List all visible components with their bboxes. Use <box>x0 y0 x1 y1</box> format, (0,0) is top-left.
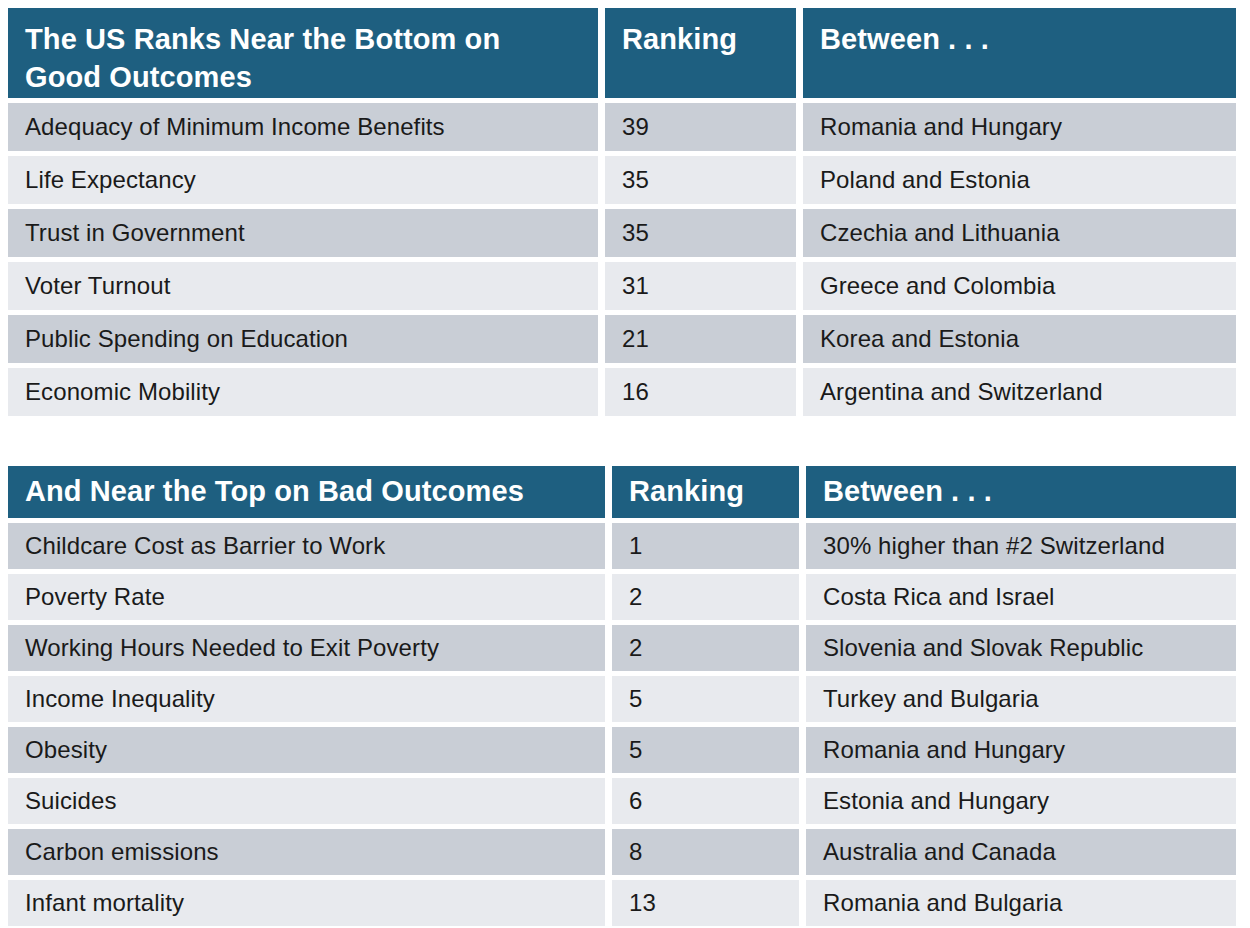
table-row: Voter Turnout31Greece and Colombia <box>8 262 1236 310</box>
ranking-cell: 35 <box>605 156 796 204</box>
table-row: Trust in Government35Czechia and Lithuan… <box>8 209 1236 257</box>
good-outcomes-title-line2: Good Outcomes <box>25 59 581 97</box>
table-row: Adequacy of Minimum Income Benefits39Rom… <box>8 103 1236 151</box>
between-cell: Slovenia and Slovak Republic <box>806 625 1236 671</box>
metric-cell: Voter Turnout <box>8 262 598 310</box>
metric-cell: Suicides <box>8 778 605 824</box>
metric-cell: Public Spending on Education <box>8 315 598 363</box>
metric-cell: Economic Mobility <box>8 368 598 416</box>
between-cell: Costa Rica and Israel <box>806 574 1236 620</box>
bad-outcomes-title-line1: And Near the Top on Bad Outcomes <box>25 473 588 511</box>
metric-cell: Working Hours Needed to Exit Poverty <box>8 625 605 671</box>
ranking-column-header: Ranking <box>605 8 796 98</box>
ranking-column-header: Ranking <box>612 466 799 518</box>
table-row: Carbon emissions8Australia and Canada <box>8 829 1236 875</box>
metric-cell: Trust in Government <box>8 209 598 257</box>
bad-outcomes-table-body: Childcare Cost as Barrier to Work130% hi… <box>8 523 1236 926</box>
metric-cell: Income Inequality <box>8 676 605 722</box>
metric-cell: Infant mortality <box>8 880 605 926</box>
good-outcomes-header-row: The US Ranks Near the Bottom on Good Out… <box>8 8 1236 98</box>
slide-canvas: The US Ranks Near the Bottom on Good Out… <box>0 0 1250 928</box>
between-cell: Greece and Colombia <box>803 262 1236 310</box>
between-cell: 30% higher than #2 Switzerland <box>806 523 1236 569</box>
ranking-cell: 16 <box>605 368 796 416</box>
ranking-cell: 35 <box>605 209 796 257</box>
table-row: Childcare Cost as Barrier to Work130% hi… <box>8 523 1236 569</box>
metric-cell: Life Expectancy <box>8 156 598 204</box>
between-cell: Czechia and Lithuania <box>803 209 1236 257</box>
ranking-cell: 5 <box>612 727 799 773</box>
between-cell: Estonia and Hungary <box>806 778 1236 824</box>
metric-cell: Obesity <box>8 727 605 773</box>
metric-cell: Poverty Rate <box>8 574 605 620</box>
ranking-cell: 13 <box>612 880 799 926</box>
between-cell: Romania and Hungary <box>803 103 1236 151</box>
good-outcomes-title-cell: The US Ranks Near the Bottom on Good Out… <box>8 8 598 98</box>
between-cell: Korea and Estonia <box>803 315 1236 363</box>
table-row: Infant mortality13Romania and Bulgaria <box>8 880 1236 926</box>
bad-outcomes-title-cell: And Near the Top on Bad Outcomes <box>8 466 605 518</box>
between-column-header: Between . . . <box>806 466 1236 518</box>
between-cell: Poland and Estonia <box>803 156 1236 204</box>
ranking-cell: 21 <box>605 315 796 363</box>
table-row: Economic Mobility16Argentina and Switzer… <box>8 368 1236 416</box>
table-row: Working Hours Needed to Exit Poverty2Slo… <box>8 625 1236 671</box>
ranking-cell: 1 <box>612 523 799 569</box>
ranking-cell: 31 <box>605 262 796 310</box>
table-row: Life Expectancy35Poland and Estonia <box>8 156 1236 204</box>
ranking-cell: 2 <box>612 574 799 620</box>
ranking-cell: 8 <box>612 829 799 875</box>
bad-outcomes-table: And Near the Top on Bad Outcomes Ranking… <box>8 466 1236 926</box>
good-outcomes-table: The US Ranks Near the Bottom on Good Out… <box>8 8 1236 416</box>
metric-cell: Adequacy of Minimum Income Benefits <box>8 103 598 151</box>
between-cell: Australia and Canada <box>806 829 1236 875</box>
good-outcomes-table-body: Adequacy of Minimum Income Benefits39Rom… <box>8 103 1236 416</box>
between-cell: Romania and Hungary <box>806 727 1236 773</box>
table-row: Poverty Rate2Costa Rica and Israel <box>8 574 1236 620</box>
metric-cell: Childcare Cost as Barrier to Work <box>8 523 605 569</box>
between-column-header: Between . . . <box>803 8 1236 98</box>
ranking-cell: 5 <box>612 676 799 722</box>
table-row: Obesity5Romania and Hungary <box>8 727 1236 773</box>
good-outcomes-title-line1: The US Ranks Near the Bottom on <box>25 21 581 59</box>
table-row: Suicides6Estonia and Hungary <box>8 778 1236 824</box>
between-cell: Romania and Bulgaria <box>806 880 1236 926</box>
metric-cell: Carbon emissions <box>8 829 605 875</box>
bad-outcomes-header-row: And Near the Top on Bad Outcomes Ranking… <box>8 466 1236 518</box>
ranking-cell: 6 <box>612 778 799 824</box>
table-row: Public Spending on Education21Korea and … <box>8 315 1236 363</box>
ranking-cell: 2 <box>612 625 799 671</box>
between-cell: Turkey and Bulgaria <box>806 676 1236 722</box>
between-cell: Argentina and Switzerland <box>803 368 1236 416</box>
ranking-cell: 39 <box>605 103 796 151</box>
table-row: Income Inequality5Turkey and Bulgaria <box>8 676 1236 722</box>
